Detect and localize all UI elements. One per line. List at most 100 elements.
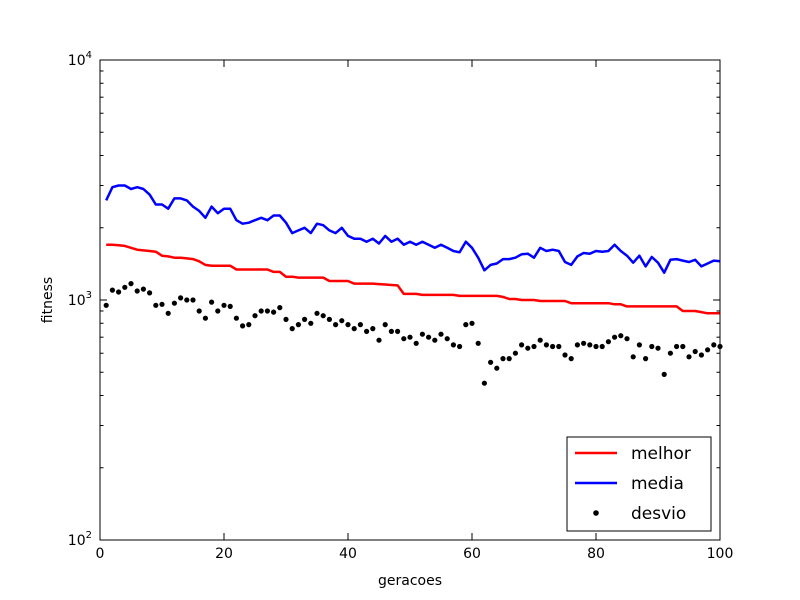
data-point-desvio — [252, 313, 258, 319]
y-tick-label: 103 — [68, 290, 92, 309]
data-point-desvio — [698, 352, 705, 358]
data-point-desvio — [370, 326, 376, 332]
plot-frame — [99, 59, 721, 541]
data-point-desvio — [246, 322, 252, 328]
data-point-desvio — [543, 342, 550, 348]
legend-label-media: media — [631, 474, 684, 494]
series-line-melhor — [106, 243, 720, 315]
data-point-desvio — [165, 310, 171, 316]
x-axis-label: geracoes — [378, 573, 442, 589]
data-point-desvio — [686, 354, 692, 360]
data-point-desvio — [500, 356, 506, 362]
data-point-desvio — [568, 356, 574, 362]
data-point-desvio — [506, 356, 512, 362]
data-point-desvio — [481, 380, 487, 386]
data-point-desvio — [345, 322, 351, 328]
data-point-desvio — [382, 322, 388, 328]
data-point-desvio — [209, 299, 215, 305]
data-point-desvio — [103, 302, 109, 308]
legend-swatch-desvio — [593, 510, 599, 516]
data-point-desvio — [215, 308, 221, 314]
x-tick-label: 0 — [96, 546, 105, 562]
data-point-desvio — [537, 337, 543, 343]
data-point-desvio — [271, 309, 277, 315]
data-point-desvio — [339, 318, 345, 324]
data-point-desvio — [531, 343, 537, 350]
data-point-desvio — [630, 354, 636, 360]
data-point-desvio — [351, 326, 357, 332]
data-point-desvio — [190, 297, 196, 303]
data-point-desvio — [221, 302, 227, 308]
data-point-desvio — [134, 288, 140, 294]
legend: melhor media desvio — [566, 436, 712, 532]
data-point-desvio — [667, 350, 674, 356]
data-point-desvio — [320, 313, 326, 319]
data-point-desvio — [171, 300, 177, 306]
data-point-desvio — [388, 328, 394, 334]
data-point-desvio — [407, 334, 413, 340]
data-point-desvio — [122, 284, 128, 290]
x-tick-label: 40 — [339, 546, 357, 562]
data-point-desvio — [153, 302, 159, 308]
data-point-desvio — [438, 331, 444, 337]
data-point-desvio — [556, 343, 562, 350]
data-point-desvio — [581, 340, 587, 346]
data-point-desvio — [159, 301, 165, 307]
y-tick-label: 104 — [68, 50, 92, 69]
x-tick-label: 80 — [587, 546, 605, 562]
data-point-desvio — [140, 286, 146, 292]
data-point-desvio — [240, 323, 246, 329]
plot-area — [103, 184, 723, 386]
data-point-desvio — [302, 316, 308, 322]
x-tick-label: 20 — [215, 546, 233, 562]
data-point-desvio — [326, 316, 332, 322]
data-point-desvio — [432, 337, 438, 343]
data-point-desvio — [680, 343, 686, 350]
data-point-desvio — [587, 342, 593, 348]
data-point-desvio — [295, 322, 301, 328]
data-point-desvio — [128, 281, 134, 287]
data-point-desvio — [519, 342, 525, 348]
data-point-desvio — [636, 342, 643, 348]
data-point-desvio — [184, 297, 190, 303]
data-point-desvio — [599, 343, 605, 350]
data-point-desvio — [413, 340, 419, 346]
legend-label-melhor: melhor — [631, 444, 691, 464]
data-point-desvio — [457, 343, 463, 350]
data-point-desvio — [512, 350, 519, 356]
data-point-desvio — [308, 320, 314, 326]
data-point-desvio — [550, 343, 556, 350]
data-point-desvio — [277, 305, 283, 311]
data-point-desvio — [357, 322, 363, 328]
x-tick-label: 100 — [707, 546, 734, 562]
data-point-desvio — [401, 336, 407, 342]
data-point-desvio — [227, 303, 233, 309]
data-point-desvio — [450, 342, 456, 348]
data-point-desvio — [605, 339, 612, 345]
data-point-desvio — [562, 352, 568, 358]
data-point-desvio — [705, 347, 711, 353]
data-point-desvio — [196, 308, 202, 314]
data-point-desvio — [624, 336, 630, 342]
data-point-desvio — [333, 322, 339, 328]
data-point-desvio — [475, 340, 481, 346]
data-point-desvio — [109, 287, 115, 293]
data-point-desvio — [661, 371, 667, 377]
data-point-desvio — [655, 345, 661, 351]
data-point-desvio — [178, 295, 184, 301]
data-point-desvio — [233, 315, 239, 321]
x-tick-label: 60 — [463, 546, 481, 562]
y-axis-label: fitness — [40, 277, 56, 323]
legend-label-desvio: desvio — [631, 504, 686, 524]
data-point-desvio — [116, 289, 122, 295]
data-point-desvio — [574, 342, 581, 348]
data-point-desvio — [364, 328, 370, 334]
tick-labels: 0 20 40 60 80 100 102 103 104 — [68, 50, 734, 562]
data-point-desvio — [494, 365, 500, 371]
data-point-desvio — [692, 348, 698, 355]
data-point-desvio — [469, 320, 475, 326]
data-point-desvio — [649, 343, 655, 350]
data-point-desvio — [463, 322, 469, 328]
data-point-desvio — [426, 334, 432, 340]
